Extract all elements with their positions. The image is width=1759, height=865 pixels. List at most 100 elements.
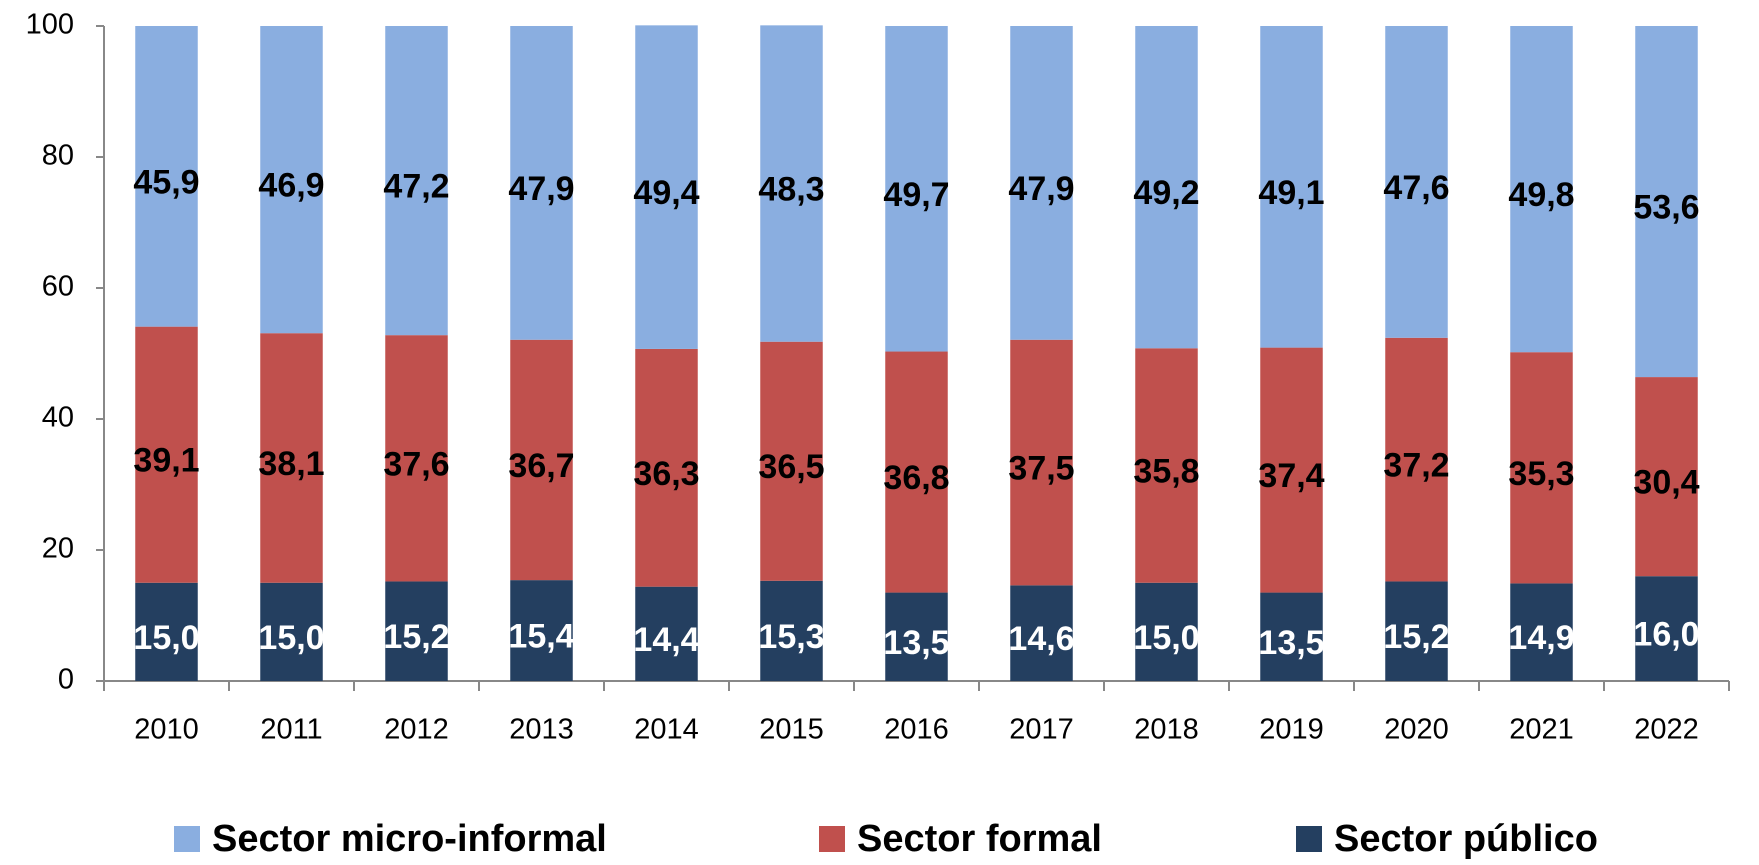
value-label: 14,6 — [1008, 620, 1074, 658]
legend-label: Sector formal — [857, 818, 1102, 860]
value-label: 15,4 — [508, 618, 574, 656]
value-label: 37,4 — [1258, 457, 1324, 495]
value-label: 14,4 — [633, 621, 699, 659]
bar-segment — [1010, 585, 1073, 681]
value-label: 15,3 — [758, 618, 824, 656]
bar-segment — [1635, 576, 1698, 681]
value-label: 15,2 — [1383, 618, 1449, 656]
value-label: 47,6 — [1383, 169, 1449, 207]
value-label: 46,9 — [258, 167, 324, 205]
bar-segment — [135, 582, 198, 681]
value-label: 47,9 — [1008, 170, 1074, 208]
bar-segment — [510, 26, 573, 340]
x-tick-label: 2021 — [1509, 714, 1574, 746]
value-label: 39,1 — [133, 442, 199, 480]
x-tick-label: 2011 — [260, 714, 322, 746]
x-tick-label: 2017 — [1009, 714, 1074, 746]
legend-swatch — [1296, 826, 1322, 852]
value-label: 37,2 — [1383, 447, 1449, 485]
bar-segment — [1260, 26, 1323, 348]
value-label: 15,0 — [258, 619, 324, 657]
y-tick-label: 40 — [42, 402, 74, 434]
bar-segment — [885, 592, 948, 681]
bar-segment — [635, 348, 698, 587]
bar-segment — [385, 335, 448, 582]
bar-segment — [1135, 582, 1198, 681]
x-tick-label: 2012 — [384, 714, 449, 746]
value-label: 35,3 — [1508, 455, 1574, 493]
legend-swatch — [174, 826, 200, 852]
bar-segment — [260, 582, 323, 681]
bar-segment — [1510, 583, 1573, 681]
value-label: 37,6 — [383, 445, 449, 483]
value-label: 49,1 — [1258, 174, 1324, 212]
bar-segment — [760, 25, 823, 342]
bar-segment — [260, 333, 323, 583]
bar-segment — [510, 580, 573, 681]
bar-segment — [760, 580, 823, 681]
bar-segment — [1260, 592, 1323, 681]
value-label: 13,5 — [883, 624, 949, 662]
bar-segment — [760, 341, 823, 581]
value-label: 15,0 — [133, 619, 199, 657]
value-label: 16,0 — [1633, 616, 1699, 654]
x-tick-label: 2016 — [884, 714, 949, 746]
y-tick-label: 100 — [26, 9, 74, 41]
bar-segment — [885, 26, 948, 352]
value-label: 47,9 — [508, 170, 574, 208]
bar-segment — [635, 586, 698, 681]
bar-segment — [1385, 26, 1448, 338]
bar-segment — [385, 26, 448, 336]
value-label: 53,6 — [1633, 189, 1699, 227]
x-tick-label: 2019 — [1259, 714, 1324, 746]
bar-segment — [385, 581, 448, 681]
x-tick-label: 2022 — [1634, 714, 1699, 746]
bar-segment — [1510, 352, 1573, 584]
x-tick-label: 2020 — [1384, 714, 1449, 746]
value-label: 49,4 — [633, 174, 699, 212]
value-label: 30,4 — [1633, 464, 1699, 502]
x-tick-label: 2010 — [134, 714, 199, 746]
legend-label: Sector público — [1334, 818, 1598, 860]
value-label: 36,8 — [883, 459, 949, 497]
bar-segment — [260, 26, 323, 334]
x-tick-label: 2013 — [509, 714, 574, 746]
bar-segment — [1635, 26, 1698, 378]
value-label: 45,9 — [133, 163, 199, 201]
value-label: 36,7 — [508, 447, 574, 485]
bar-segment — [135, 26, 198, 327]
y-tick-label: 80 — [42, 140, 74, 172]
value-label: 14,9 — [1508, 619, 1574, 657]
bar-segment — [510, 339, 573, 581]
value-label: 15,2 — [383, 618, 449, 656]
value-label: 13,5 — [1258, 624, 1324, 662]
bar-segment — [885, 351, 948, 593]
x-tick-label: 2015 — [759, 714, 824, 746]
x-tick-label: 2014 — [634, 714, 699, 746]
value-label: 36,5 — [758, 448, 824, 486]
y-tick-label: 20 — [42, 533, 74, 565]
bar-segment — [1135, 26, 1198, 349]
value-label: 49,2 — [1133, 174, 1199, 212]
value-label: 35,8 — [1133, 452, 1199, 490]
bar-segment — [1385, 337, 1448, 582]
legend-label: Sector micro-informal — [212, 818, 607, 860]
bar-segment — [135, 326, 198, 583]
value-label: 37,5 — [1008, 450, 1074, 488]
bar-segment — [635, 25, 698, 349]
bar-segment — [1010, 26, 1073, 340]
value-label: 49,8 — [1508, 176, 1574, 214]
bar-segment — [1260, 347, 1323, 593]
y-tick-label: 0 — [58, 664, 74, 696]
x-tick-label: 2018 — [1134, 714, 1199, 746]
value-label: 38,1 — [258, 445, 324, 483]
bar-segment — [1510, 26, 1573, 353]
bar-segment — [1385, 581, 1448, 681]
legend-swatch — [819, 826, 845, 852]
value-label: 36,3 — [633, 455, 699, 493]
bar-segment — [1635, 377, 1698, 577]
value-label: 49,7 — [883, 176, 949, 214]
bar-segment — [1010, 339, 1073, 586]
bar-segment — [1135, 348, 1198, 583]
